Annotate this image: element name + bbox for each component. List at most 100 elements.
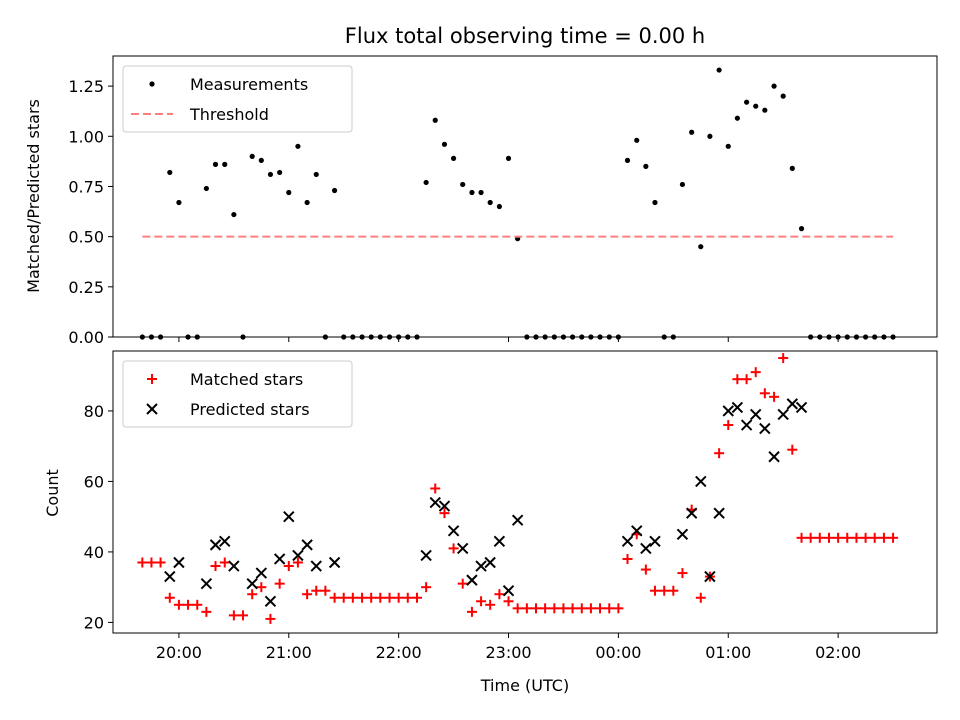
ratio-legend: Measurements Threshold	[122, 65, 353, 133]
ratio-y-tick-label: 1.25	[68, 77, 104, 96]
predicted-star-marker	[310, 560, 322, 572]
matched-star-marker	[567, 603, 578, 614]
ratio-legend-entry: Threshold	[131, 105, 269, 124]
predicted-star-marker	[649, 535, 661, 548]
measurement-point	[478, 189, 484, 196]
matched-star-marker	[183, 599, 194, 610]
measurement-point	[679, 181, 686, 188]
measurement-point	[707, 133, 713, 139]
matched-star-marker	[393, 592, 404, 603]
predicted-star-marker	[676, 528, 689, 541]
matched-star-marker	[549, 603, 560, 614]
matched-star-marker	[778, 353, 789, 364]
matched-star-marker	[668, 585, 679, 596]
predicted-star-marker	[484, 556, 496, 569]
measurement-point	[295, 143, 301, 149]
predicted-star-marker	[640, 542, 652, 555]
predicted-star-marker	[493, 535, 506, 548]
measurement-point	[332, 187, 338, 194]
matched-star-marker	[485, 599, 496, 610]
measurement-point	[231, 211, 237, 218]
measurement-point	[432, 117, 438, 123]
measurement-point	[789, 165, 795, 171]
measurement-point	[716, 67, 722, 73]
measurement-point	[744, 99, 750, 105]
matched-star-marker	[878, 532, 889, 543]
matched-star-marker	[622, 553, 633, 564]
matched-star-marker	[302, 589, 313, 600]
predicted-star-marker	[777, 408, 789, 421]
count-legend-entry: Matched stars	[147, 370, 303, 389]
measurement-point	[624, 157, 631, 163]
measurement-point	[258, 157, 264, 163]
ratio-panel: Flux total observing time = 0.00 h Match…	[24, 24, 938, 347]
matched-star-marker	[421, 582, 432, 593]
matched-star-marker	[347, 592, 358, 603]
legend-plus-marker	[147, 374, 157, 384]
chart-title: Flux total observing time = 0.00 h	[345, 24, 705, 48]
measurement-point	[734, 115, 740, 121]
matched-star-marker	[842, 532, 853, 543]
matched-star-marker	[833, 532, 844, 543]
predicted-star-marker	[283, 510, 295, 523]
measurement-point	[487, 199, 493, 206]
predicted-star-marker	[301, 539, 313, 551]
predicted-star-marker	[447, 525, 460, 537]
ratio-axis-ticks: 0.00 0.25 0.50 0.75 1.00 1.25	[68, 77, 839, 347]
matched-star-marker	[320, 585, 331, 596]
matched-star-marker	[540, 603, 551, 614]
measurement-point	[771, 83, 777, 89]
predicted-star-marker	[621, 535, 634, 548]
measurement-point	[203, 185, 209, 192]
measurement-point	[780, 93, 786, 99]
predicted-star-marker	[429, 496, 441, 509]
count-y-tick-label: 40	[84, 543, 104, 562]
matched-star-marker	[292, 557, 303, 568]
measurement-point	[753, 103, 759, 109]
count-y-tick-label: 60	[84, 472, 104, 491]
measurement-point	[460, 181, 466, 188]
measurement-point	[212, 161, 219, 167]
measurement-point	[423, 179, 429, 186]
predicted-star-marker	[219, 535, 231, 548]
ratio-legend-box	[122, 65, 353, 133]
measurement-point	[167, 169, 173, 176]
matched-star-marker	[466, 606, 477, 617]
matched-star-marker	[384, 592, 395, 603]
predicted-star-marker	[420, 549, 432, 562]
matched-star-marker	[640, 564, 651, 575]
matched-star-marker	[503, 596, 514, 607]
x-tick-label: 00:00	[595, 643, 641, 662]
matched-star-marker	[888, 532, 899, 543]
matched-star-marker	[137, 557, 148, 568]
predicted-star-marker	[704, 570, 716, 583]
matched-star-marker	[192, 599, 203, 610]
ratio-y-tick-label: 0.75	[68, 177, 104, 196]
predicted-star-marker	[695, 475, 707, 488]
matched-star-marker	[585, 603, 596, 614]
predicted-star-marker	[786, 398, 799, 410]
measurement-point	[313, 171, 319, 178]
matched-star-marker	[402, 592, 413, 603]
count-y-tick-label: 20	[84, 613, 104, 632]
matched-star-marker	[219, 557, 230, 568]
matched-star-marker	[512, 603, 523, 614]
matched-star-marker	[210, 561, 221, 572]
measurement-point	[689, 129, 695, 135]
predicted-star-marker	[173, 556, 185, 569]
count-y-tick-label: 80	[84, 402, 104, 421]
matched-star-marker	[649, 585, 660, 596]
matched-star-marker	[595, 603, 606, 614]
measurement-point	[249, 153, 255, 159]
predicted-star-marker	[438, 500, 451, 512]
matched-star-marker	[824, 532, 835, 543]
matched-star-marker	[439, 508, 450, 519]
matched-star-marker	[448, 543, 459, 554]
matched-star-marker	[146, 557, 157, 568]
predicted-star-marker	[502, 584, 515, 597]
predicted-star-marker	[631, 525, 643, 537]
measurement-point	[450, 155, 457, 161]
legend-point-marker	[149, 81, 155, 87]
ratio-y-tick-label: 0.25	[68, 278, 104, 297]
measurement-point	[652, 199, 658, 206]
